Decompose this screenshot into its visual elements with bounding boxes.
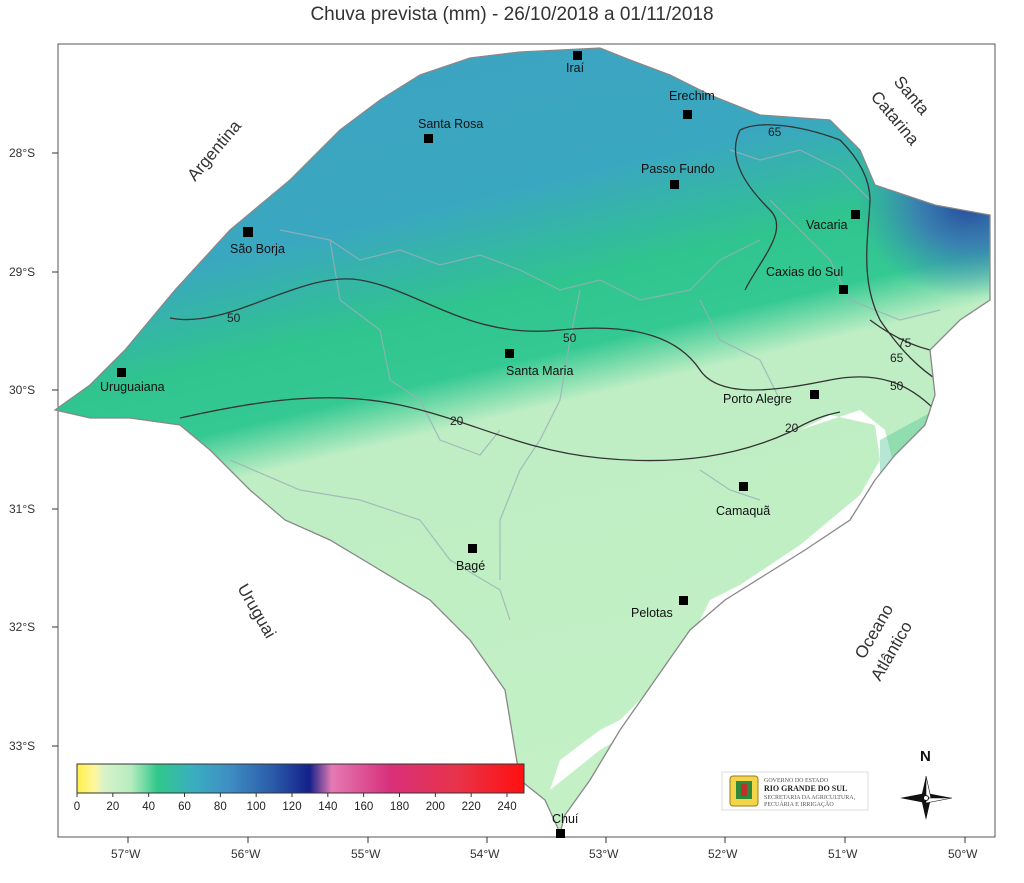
city-marker-bage (468, 544, 477, 553)
lat-axis: 28°S 29°S 30°S 31°S 32°S 33°S (9, 146, 58, 753)
city-label-pelotas: Pelotas (631, 606, 673, 620)
city-label-uruguaiana: Uruguaiana (100, 380, 165, 394)
isoline-label-50b: 50 (563, 331, 577, 345)
lon-tick-53: 53°W (589, 847, 619, 861)
lon-tick-55: 55°W (351, 847, 381, 861)
colorbar-tick-label: 140 (318, 801, 337, 813)
city-label-caxias-do-sul: Caxias do Sul (766, 265, 843, 279)
colorbar-tick-label: 180 (390, 801, 409, 813)
lagoa-mirim (550, 680, 660, 790)
lat-tick-29: 29°S (9, 265, 35, 279)
city-label-irai: Iraí (566, 61, 585, 75)
city-label-santa-maria: Santa Maria (506, 364, 573, 378)
logo-line-4: PECUÁRIA E IRRIGAÇÃO (764, 800, 834, 808)
government-logo: GOVERNO DO ESTADO RIO GRANDE DO SUL SECR… (721, 771, 869, 811)
city-marker-vacaria (851, 210, 860, 219)
lon-tick-57: 57°W (111, 847, 141, 861)
colorbar-tick-label: 0 (74, 801, 80, 813)
label-uruguai: Uruguai (234, 581, 280, 642)
compass-north-label: N (920, 748, 931, 765)
lon-axis: 57°W 56°W 55°W 54°W 53°W 52°W 51°W 50°W (111, 837, 978, 861)
map-title: Chuva prevista (mm) - 26/10/2018 a 01/11… (310, 4, 714, 25)
city-marker-chui (556, 829, 565, 838)
isoline-label-65a: 65 (768, 125, 782, 139)
city-label-sao-borja: São Borja (230, 242, 285, 256)
lon-tick-51: 51°W (828, 847, 858, 861)
isolines (169, 124, 946, 462)
colorbar-tick-label: 20 (106, 801, 119, 813)
city-label-camaqua: Camaquã (716, 504, 770, 518)
city-marker-pelotas (679, 596, 688, 605)
isoline-label-65b: 65 (890, 351, 904, 365)
isoline-label-75: 75 (898, 336, 912, 350)
city-marker-santa-rosa (424, 134, 433, 143)
rainfall-field (55, 48, 990, 833)
city-label-chui: Chuí (552, 812, 579, 826)
map-frame (57, 43, 996, 838)
colorbar: 0 20 40 60 80 100 120 140 160 180 200 220 240 (74, 763, 525, 813)
colorbar-tick-label: 160 (354, 801, 373, 813)
isoline-label-20a: 20 (450, 414, 464, 428)
city-label-porto-alegre: Porto Alegre (723, 392, 792, 406)
colorbar-tick-label: 240 (497, 801, 516, 813)
logo-line-2: RIO GRANDE DO SUL (764, 784, 847, 793)
city-marker-sao-borja (243, 227, 253, 237)
logo-line-1: GOVERNO DO ESTADO (764, 778, 829, 784)
city-marker-porto-alegre (810, 390, 819, 399)
colorbar-ramp (76, 763, 525, 794)
coat-of-arms-icon (729, 775, 759, 807)
colorbar-tick-label: 80 (214, 801, 227, 813)
lat-tick-30: 30°S (9, 383, 35, 397)
city-marker-uruguaiana (117, 368, 126, 377)
colorbar-tick-label: 200 (426, 801, 445, 813)
lat-tick-33: 33°S (9, 739, 35, 753)
colorbar-tick-label: 60 (178, 801, 191, 813)
city-label-passo-fundo: Passo Fundo (641, 162, 715, 176)
label-argentina: Argentina (184, 116, 246, 184)
city-marker-caxias-do-sul (839, 285, 848, 294)
colorbar-tick-label: 100 (247, 801, 266, 813)
lat-tick-28: 28°S (9, 146, 35, 160)
city-marker-passo-fundo (670, 180, 679, 189)
city-marker-erechim (683, 110, 692, 119)
isoline-label-50a: 50 (227, 311, 241, 325)
colorbar-tick-label: 220 (462, 801, 481, 813)
city-label-vacaria: Vacaria (806, 218, 848, 232)
city-markers: Iraí Erechim Santa Rosa Passo Fundo São … (100, 51, 860, 838)
lat-tick-31: 31°S (9, 502, 35, 516)
boundaries (229, 149, 941, 621)
lon-tick-50: 50°W (948, 847, 978, 861)
lagoa-dos-patos (700, 410, 895, 640)
logo-line-3: SECRETARIA DA AGRICULTURA, (764, 795, 856, 801)
isoline-label-50c: 50 (890, 379, 904, 393)
lat-tick-32: 32°S (9, 620, 35, 634)
colorbar-tick-label: 40 (142, 801, 155, 813)
city-label-bage: Bagé (456, 559, 485, 573)
isoline-label-20b: 20 (785, 421, 799, 435)
city-marker-santa-maria (505, 349, 514, 358)
city-marker-camaqua (739, 482, 748, 491)
city-label-erechim: Erechim (669, 89, 715, 103)
city-label-santa-rosa: Santa Rosa (418, 117, 483, 131)
compass-rose-icon: N (900, 748, 953, 820)
isoline-labels: 65 50 50 50 20 20 75 65 (227, 125, 912, 435)
lon-tick-56: 56°W (231, 847, 261, 861)
lon-tick-54: 54°W (470, 847, 500, 861)
lon-tick-52: 52°W (708, 847, 738, 861)
colorbar-tick-label: 120 (282, 801, 301, 813)
city-marker-irai (573, 51, 582, 60)
